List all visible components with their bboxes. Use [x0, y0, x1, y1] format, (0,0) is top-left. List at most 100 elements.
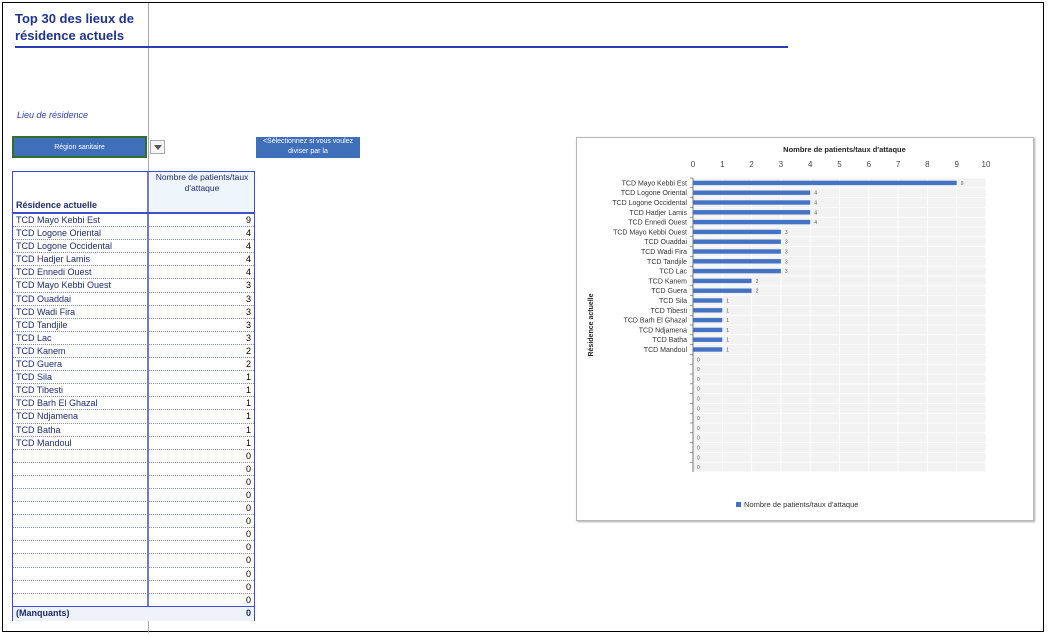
residence-cell: TCD Ennedi Ouest [16, 267, 92, 278]
table-row[interactable]: 0 [13, 594, 254, 607]
table-row[interactable]: 0 [13, 463, 254, 476]
data-bar [693, 239, 781, 244]
table-row[interactable]: TCD Ndjamena 1 [13, 410, 254, 424]
residence-cell: TCD Tandjile [16, 319, 68, 330]
residence-filter-label: Lieu de résidence [17, 110, 89, 120]
col-header-count: Nombre de patients/taux d'attaque [150, 172, 254, 212]
table-row[interactable]: 0 [13, 541, 254, 555]
table-row[interactable]: TCD Hadjer Lamis 4 [13, 253, 254, 267]
x-tick-label: 8 [925, 160, 930, 169]
residence-cell: TCD Mandoul [16, 437, 72, 448]
count-cell: 3 [245, 293, 251, 304]
category-label: TCD Guera [651, 288, 687, 295]
count-cell: 0 [245, 594, 251, 605]
category-label: TCD Logone Oriental [621, 190, 688, 197]
data-label: 0 [697, 357, 700, 363]
data-label: 1 [726, 308, 729, 314]
table-row[interactable]: 0 [13, 554, 254, 568]
table-row[interactable]: TCD Tibesti 1 [13, 384, 254, 398]
table-row[interactable]: TCD Mayo Kebbi Ouest 3 [13, 279, 254, 293]
data-bar [693, 288, 752, 293]
data-label: 1 [726, 338, 729, 344]
count-cell: 3 [245, 332, 251, 343]
residence-cell: TCD Mayo Kebbi Ouest [16, 280, 112, 291]
table-row[interactable]: 0 [13, 502, 254, 516]
table-row[interactable]: TCD Kanem 2 [13, 345, 254, 359]
table-row[interactable]: TCD Tandjile 3 [13, 319, 254, 332]
table-row[interactable]: TCD Wadi Fira 3 [13, 306, 254, 319]
data-label: 1 [726, 348, 729, 354]
table-row[interactable]: TCD Ennedi Ouest 4 [13, 266, 254, 280]
x-tick-label: 1 [720, 160, 725, 169]
data-bar [693, 327, 723, 333]
data-label: 2 [756, 289, 759, 295]
count-cell: 0 [245, 463, 251, 474]
table-column-separator [147, 172, 149, 620]
table-row[interactable]: TCD Logone Occidental 4 [13, 240, 254, 254]
data-label: 0 [697, 377, 700, 383]
residence-cell: TCD Tibesti [16, 385, 64, 396]
count-cell: 3 [245, 280, 251, 291]
data-bar [693, 190, 811, 195]
x-tick-label: 0 [691, 160, 696, 169]
bar-chart[interactable]: Nombre de patients/taux d'attaque 0 1 2 3 4 5 6… [576, 137, 1034, 521]
data-bar [693, 268, 781, 274]
table-row[interactable]: 0 [13, 450, 254, 463]
count-cell: 4 [245, 241, 251, 252]
data-bar [693, 229, 781, 235]
count-cell: 4 [245, 228, 251, 239]
data-bar [693, 180, 957, 186]
table-row[interactable]: 0 [13, 476, 254, 489]
table-row[interactable]: TCD Ouaddai 3 [13, 293, 254, 306]
missing-label: (Manquants) [16, 608, 70, 618]
data-bar [693, 308, 723, 313]
residence-cell: TCD Ouaddai [16, 293, 72, 304]
data-bar [693, 298, 723, 303]
category-label: TCD Mandoul [644, 347, 688, 354]
data-label: 0 [697, 367, 700, 373]
data-label: 3 [785, 230, 788, 236]
select-hint-button[interactable]: <Sélectionnez si vous voulez diviser par… [256, 137, 360, 158]
x-tick-label: 10 [982, 160, 991, 169]
count-cell: 0 [245, 450, 251, 461]
count-cell: 1 [245, 398, 251, 409]
data-bar [693, 259, 781, 264]
residence-cell: TCD Guera [16, 359, 63, 370]
table-row[interactable]: TCD Logone Oriental 4 [13, 227, 254, 241]
table-row[interactable]: 0 [13, 528, 254, 542]
data-label: 1 [726, 318, 729, 324]
table-row[interactable]: 0 [13, 568, 254, 581]
table-row[interactable]: TCD Mandoul 1 [13, 437, 254, 450]
data-label: 3 [785, 269, 788, 275]
x-tick-label: 9 [954, 160, 959, 169]
data-label: 4 [814, 191, 817, 197]
data-label: 0 [697, 465, 700, 471]
title-underline [15, 46, 788, 48]
table-row[interactable]: TCD Batha 1 [13, 424, 254, 437]
dropdown-arrow-icon[interactable] [150, 140, 165, 154]
count-cell: 4 [245, 267, 251, 278]
table-row[interactable]: TCD Barh El Ghazal 1 [13, 397, 254, 411]
category-label: TCD Lac [659, 269, 687, 276]
count-cell: 3 [245, 306, 251, 317]
data-label: 0 [697, 446, 700, 452]
table-row[interactable]: TCD Guera 2 [13, 358, 254, 372]
data-bar [693, 337, 723, 342]
legend-label: Nombre de patients/taux d'attaque [744, 500, 858, 509]
count-cell: 0 [245, 516, 251, 527]
data-bar [693, 210, 811, 215]
data-bar [693, 278, 752, 284]
table-row[interactable]: TCD Sila 1 [13, 371, 254, 385]
region-sanitaire-button[interactable]: Région sanitaire [12, 136, 147, 158]
count-cell: 0 [245, 503, 251, 514]
table-row[interactable]: 0 [13, 515, 254, 529]
table-row[interactable]: TCD Mayo Kebbi Est 9 [13, 214, 254, 228]
header-divider [13, 212, 254, 214]
category-label: TCD Kanem [648, 278, 687, 285]
table-row[interactable]: TCD Lac 3 [13, 332, 254, 345]
category-label: TCD Batha [652, 337, 687, 344]
count-cell: 0 [245, 581, 251, 592]
table-row[interactable]: 0 [13, 489, 254, 503]
data-label: 4 [814, 210, 817, 216]
table-row[interactable]: 0 [13, 581, 254, 594]
